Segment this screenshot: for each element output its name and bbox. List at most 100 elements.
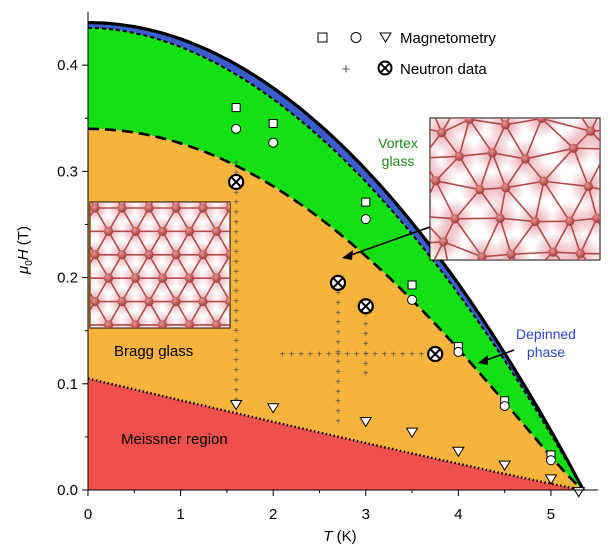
triangle-marker (229, 400, 243, 411)
scan-point: + (335, 367, 341, 378)
legend-cross-marker: + (342, 61, 351, 78)
scan-point: + (289, 350, 295, 361)
neutron-point (427, 345, 444, 363)
circle-marker (231, 123, 242, 134)
scan-point: + (335, 416, 341, 427)
scan-point: + (317, 350, 323, 361)
scan-point: + (391, 350, 397, 361)
scan-point: + (233, 326, 239, 337)
square-marker (407, 280, 417, 290)
scan-point: + (326, 350, 332, 361)
scan-point: + (233, 366, 239, 377)
y-tick-label: 0.3 (57, 163, 78, 180)
scan-point: + (335, 347, 341, 358)
scan-point: + (307, 350, 313, 361)
region-meissner (88, 378, 584, 490)
scan-point: + (335, 397, 341, 408)
x-tick-label: 5 (547, 506, 555, 523)
x-axis-label: T (K) (323, 528, 356, 545)
scan-point: + (233, 168, 239, 179)
legend-neutron-marker (377, 60, 393, 76)
label-bragg-glass: Bragg glass (114, 343, 193, 360)
scan-point: + (363, 359, 369, 370)
scan-point: + (363, 339, 369, 350)
scan-point: + (233, 316, 239, 327)
scan-point: + (354, 350, 360, 361)
data-markers (228, 103, 586, 498)
scan-point: + (233, 287, 239, 298)
scan-point: + (363, 309, 369, 320)
scan-point: + (233, 198, 239, 209)
circle-marker (407, 294, 418, 305)
label-meissner-region: Meissner region (121, 431, 228, 448)
scan-point: + (233, 346, 239, 357)
neutron-point (329, 274, 347, 291)
scan-point: + (233, 306, 239, 317)
square-marker (361, 197, 371, 207)
scan-point: + (335, 387, 341, 398)
label-vortex-glass: Vortex (378, 135, 418, 151)
scan-point: + (418, 350, 424, 361)
upper-critical-field-line (88, 21, 585, 490)
scan-point: + (335, 357, 341, 368)
y-tick-label: 0.4 (57, 57, 78, 74)
scan-point: + (233, 208, 239, 219)
scan-point: + (280, 350, 286, 361)
neutron-point (228, 173, 245, 191)
x-tick-label: 1 (176, 506, 184, 523)
triangle-marker (498, 460, 512, 472)
scan-point: + (335, 298, 341, 309)
circle-marker (545, 455, 556, 466)
axes: 0 1 2 3 4 5 0.0 0.1 0.2 0.3 0.4 T (K) μ0H (T) (15, 12, 598, 545)
vortex-glass-boundary-line (88, 26, 585, 490)
legend: Magnetometry + Neutron data (317, 30, 496, 78)
scan-point: + (335, 318, 341, 329)
triangle-marker (544, 474, 558, 485)
square-marker (231, 103, 241, 113)
scan-point: + (233, 336, 239, 347)
scan-point: + (335, 377, 341, 388)
circle-marker (268, 137, 279, 148)
legend-triangle-marker (379, 32, 392, 43)
label-depinned-phase-2: phase (527, 344, 565, 360)
scan-point: + (335, 350, 341, 361)
axis-ticks: 0 1 2 3 4 5 0.0 0.1 0.2 0.3 0.4 (57, 57, 555, 523)
scan-point: + (233, 247, 239, 258)
triangle-marker (405, 427, 419, 439)
x-tick-label: 2 (269, 506, 277, 523)
scan-point: + (335, 337, 341, 348)
scan-point: + (363, 349, 369, 360)
bragg-glass-boundary-line (88, 127, 585, 490)
scan-point: + (372, 350, 378, 361)
scan-point: + (233, 356, 239, 367)
region-vortex-glass (88, 27, 584, 490)
x-tick-label: 0 (84, 506, 92, 523)
scan-point: + (344, 350, 350, 361)
triangle-marker (359, 417, 373, 428)
triangle-marker (451, 446, 465, 458)
scan-point: + (363, 369, 369, 380)
y-axis-label: μ0H (T) (15, 226, 35, 275)
inset-vortex-lattice (429, 117, 601, 261)
scan-point: + (233, 158, 239, 169)
legend-neutron-label: Neutron data (400, 61, 487, 78)
scan-point: + (335, 308, 341, 319)
scan-point: + (233, 188, 239, 199)
scan-point: + (363, 350, 369, 361)
scan-point: + (335, 328, 341, 339)
region-labels: Vortex glass Depinned phase Bragg glass … (114, 135, 576, 448)
scan-point: + (233, 385, 239, 396)
y-tick-label: 0.2 (57, 270, 78, 287)
scan-point: + (233, 237, 239, 248)
legend-square-marker (317, 32, 328, 43)
square-marker (268, 119, 278, 129)
y-tick-label: 0.1 (57, 376, 78, 393)
circle-marker (453, 346, 464, 357)
annotation-arrows (342, 226, 515, 365)
scan-point: + (363, 319, 369, 330)
scan-point: + (363, 329, 369, 340)
inset-bragg-lattice (89, 201, 231, 329)
label-depinned-phase: Depinned (516, 326, 576, 342)
y-tick-label: 0.0 (57, 482, 78, 499)
